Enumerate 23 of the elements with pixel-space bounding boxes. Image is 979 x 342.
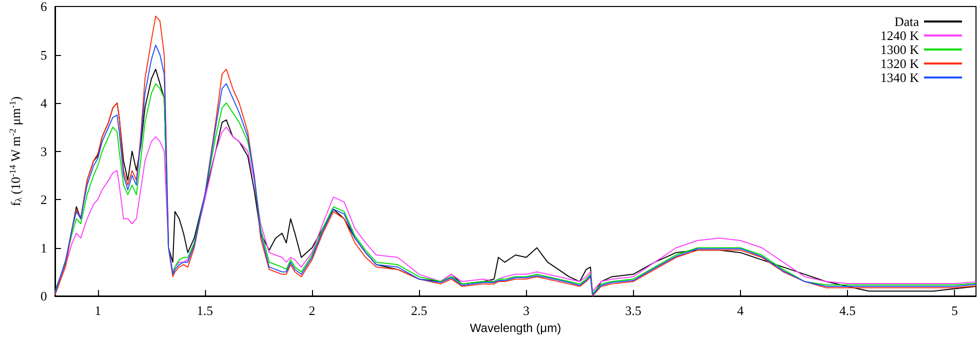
legend-label: 1320 K (880, 56, 920, 71)
x-tick-label: 4.5 (839, 303, 856, 318)
y-tick-label: 0 (40, 288, 47, 304)
x-tick-label: 3.5 (625, 303, 642, 318)
legend-label: 1240 K (880, 28, 920, 43)
y-tick-label: 5 (40, 47, 47, 62)
y-tick-label: 3 (40, 144, 47, 159)
legend-label: 1300 K (880, 42, 920, 57)
x-tick-label: 3 (522, 303, 530, 318)
y-tick-label: 4 (40, 96, 48, 110)
x-tick-label: 5 (951, 303, 958, 318)
x-tick-label: 1 (94, 303, 102, 318)
x-tick-label: 2.5 (410, 303, 428, 318)
x-axis-title: Wavelength (μm) (470, 321, 562, 335)
y-tick-label: 2 (40, 192, 47, 207)
x-tick-label: 1.5 (196, 303, 214, 318)
y-tick-label: 1 (40, 240, 47, 256)
text: fλ (10-14 W m-2 μm-1) (8, 96, 24, 206)
y-tick-label: 6 (40, 0, 48, 14)
legend-label: 1340 K (880, 70, 920, 85)
x-tick-label: 4 (737, 303, 744, 318)
legend-label: Data (894, 14, 920, 29)
x-tick-label: 2 (308, 303, 316, 318)
